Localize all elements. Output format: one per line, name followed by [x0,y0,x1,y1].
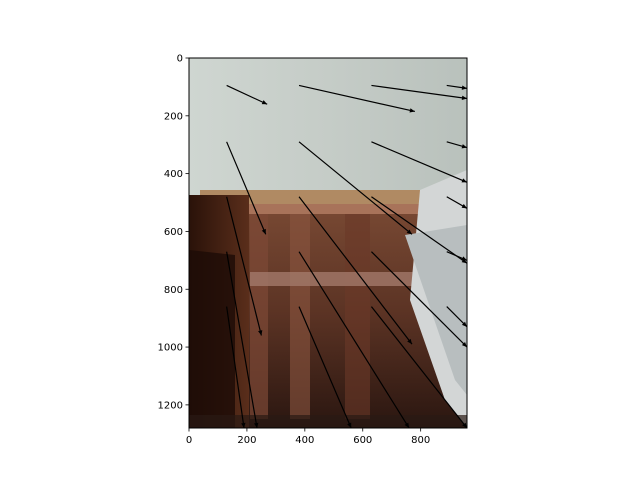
y-tick-label: 600 [164,227,183,238]
axes-frame [188,57,468,429]
y-tick-label: 1000 [158,343,183,354]
x-tick-label: 400 [295,435,314,446]
quiver-arrow [446,84,467,90]
y-tick-label: 200 [164,111,183,122]
x-tick-label: 600 [353,435,372,446]
quiver-arrow [298,84,416,113]
quiver-arrow [298,196,413,345]
quiver-arrow [371,141,467,183]
quiver-arrow [446,306,467,328]
x-tick-label: 0 [186,435,192,446]
x-tick-label: 800 [411,435,430,446]
quiver-arrow [446,196,467,209]
quiver-arrow [226,251,259,428]
y-tick-label: 0 [177,54,183,65]
y-tick-label: 400 [164,169,183,180]
quiver-arrow [226,306,246,428]
quiver-arrows [226,84,467,428]
x-axis: 0 200 400 600 800 [186,428,430,446]
quiver-arrow [371,84,467,100]
x-tick-label: 200 [237,435,256,446]
quiver-arrow [298,141,413,235]
y-axis: 0 200 400 600 800 1000 1200 [158,54,189,411]
y-tick-label: 800 [164,285,183,296]
quiver-arrow [446,251,467,261]
quiver-arrow [446,141,467,149]
quiver-arrow [371,196,467,264]
quiver-arrow [226,196,263,336]
y-tick-label: 1200 [158,400,183,411]
quiver-arrow [226,84,268,105]
background-photo [189,58,467,428]
quiver-arrow [370,306,467,428]
quiver-arrow [298,306,352,428]
quiver-arrow [371,251,467,348]
quiver-arrow [226,141,267,235]
quiver-arrow [298,251,410,428]
